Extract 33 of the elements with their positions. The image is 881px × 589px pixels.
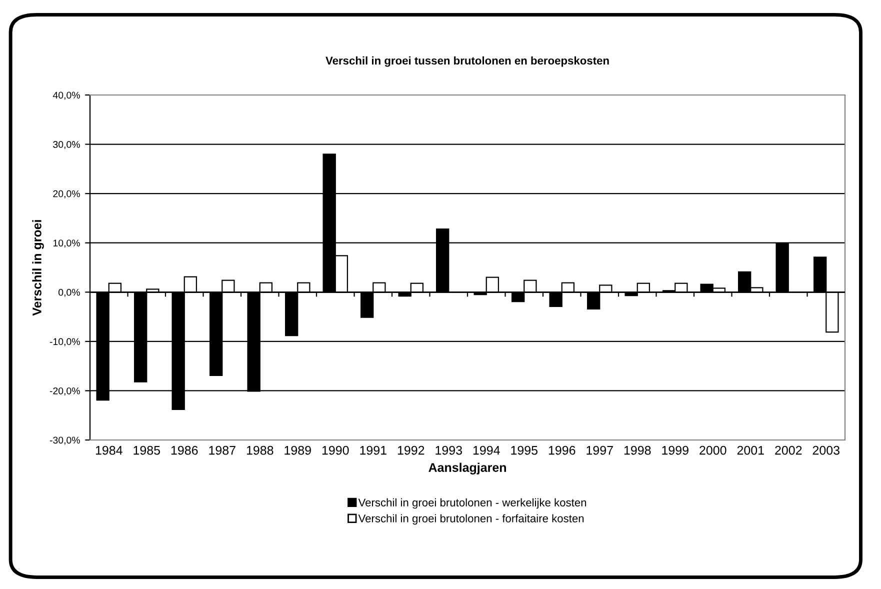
- x-tick-label: 1995: [511, 446, 538, 455]
- x-tick-label: 1997: [586, 446, 613, 455]
- x-tick-label: 2003: [812, 446, 840, 455]
- x-tick-label: 1987: [209, 446, 236, 455]
- x-tick-label: 1998: [624, 446, 651, 455]
- x-tick-label: 1994: [473, 446, 500, 455]
- chart-title: Verschil in groei tussen brutolonen en beroepskosten: [326, 56, 609, 67]
- x-tick-label: 1990: [322, 446, 349, 455]
- x-tick-label: 1984: [96, 446, 122, 455]
- x-tick-label: 2000: [700, 446, 726, 455]
- x-tick-label: 1986: [171, 446, 198, 455]
- x-tick-label: 1992: [398, 446, 424, 455]
- y-tick-label: -30,0%: [50, 436, 80, 445]
- legend-label: Verschil in groei brutolonen - werkelijke kosten: [358, 498, 586, 509]
- x-tick-label: 2001: [737, 446, 764, 455]
- x-tick-label: 1999: [662, 446, 688, 455]
- x-tick-label: 2002: [775, 446, 802, 455]
- y-tick-label: 30,0%: [53, 141, 80, 150]
- y-tick-label: 40,0%: [52, 92, 80, 100]
- x-tick-label: 1988: [246, 446, 274, 455]
- y-tick-label: -20,0%: [50, 387, 80, 396]
- x-tick-label: 1996: [548, 446, 576, 455]
- x-tick-label: 1985: [134, 446, 160, 455]
- y-tick-label: 0,0%: [58, 288, 80, 297]
- y-tick-label: 20,0%: [53, 190, 80, 198]
- x-tick-label: 1993: [436, 446, 462, 455]
- y-axis-title: Verschil in groei: [32, 220, 44, 316]
- y-tick-label: 10,0%: [53, 240, 80, 248]
- y-tick-label: -10,0%: [50, 338, 80, 346]
- x-axis-title: Aanslagjaren: [428, 462, 506, 474]
- x-tick-label: 1991: [360, 446, 386, 455]
- legend-label: Verschil in groei brutolonen - forfaitaire kosten: [358, 514, 584, 525]
- x-tick-label: 1989: [284, 446, 311, 455]
